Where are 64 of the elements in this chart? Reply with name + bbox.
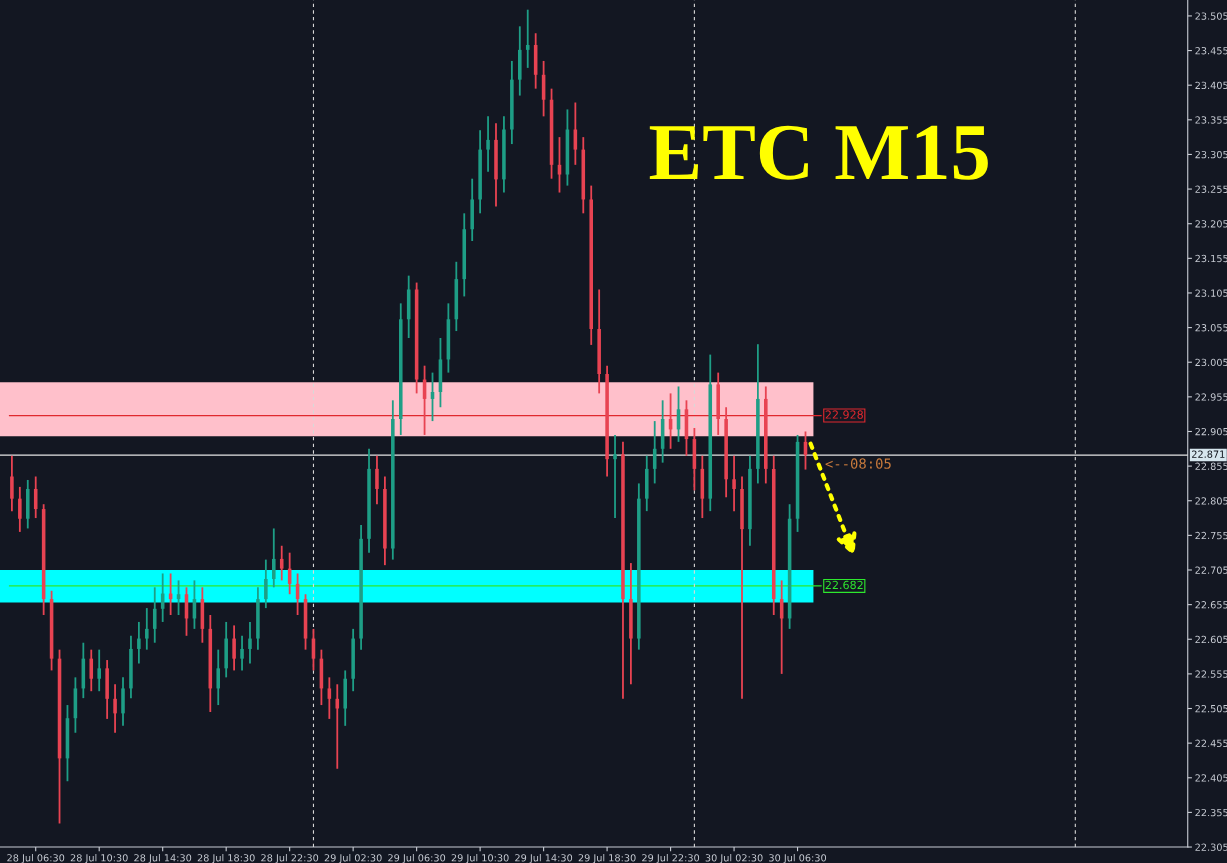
ref-line-label: 22.871 bbox=[1192, 450, 1225, 458]
candlestick bbox=[264, 558, 268, 609]
candlestick bbox=[113, 683, 117, 734]
candlestick bbox=[613, 434, 617, 519]
y-tick-label: 23.255 bbox=[1195, 185, 1227, 193]
y-tick-label: 22.455 bbox=[1195, 739, 1227, 747]
candlestick bbox=[152, 586, 157, 644]
y-tick-label: 22.955 bbox=[1195, 393, 1227, 401]
y-tick-label: 23.405 bbox=[1195, 81, 1227, 90]
x-tick-label: 29 Jul 18:30 bbox=[578, 853, 636, 863]
candlestick bbox=[232, 624, 236, 672]
candlestick bbox=[89, 648, 94, 693]
y-tick-label: 23.105 bbox=[1195, 289, 1227, 297]
x-tick-label: 28 Jul 06:30 bbox=[7, 853, 65, 863]
y-tick-label: 23.355 bbox=[1195, 116, 1227, 124]
candlestick bbox=[279, 544, 284, 582]
y-tick-label: 22.905 bbox=[1195, 427, 1227, 436]
y-tick-label: 22.305 bbox=[1195, 843, 1227, 851]
x-tick-label: 30 Jul 06:30 bbox=[769, 853, 827, 863]
y-tick-label: 22.805 bbox=[1195, 497, 1227, 505]
x-tick-label: 29 Jul 22:30 bbox=[642, 853, 700, 863]
y-tick-label: 23.055 bbox=[1195, 324, 1227, 332]
candlestick bbox=[97, 648, 101, 693]
candlestick bbox=[216, 648, 221, 706]
candlestick bbox=[486, 115, 490, 173]
y-tick-label: 23.205 bbox=[1195, 220, 1227, 228]
candlestick bbox=[145, 607, 149, 651]
x-tick-label: 28 Jul 10:30 bbox=[70, 853, 128, 863]
ref-line-label: 22.682 bbox=[825, 580, 863, 590]
ref-line-label: 22.928 bbox=[825, 410, 863, 419]
y-tick-label: 22.855 bbox=[1195, 462, 1227, 470]
candlestick bbox=[240, 634, 244, 672]
y-tick-label: 23.305 bbox=[1195, 150, 1227, 159]
candlestick bbox=[525, 8, 530, 69]
y-tick-label: 22.355 bbox=[1195, 808, 1227, 817]
x-tick-label: 29 Jul 10:30 bbox=[451, 853, 509, 863]
y-tick-label: 22.755 bbox=[1195, 531, 1227, 540]
x-tick-label: 28 Jul 14:30 bbox=[134, 853, 192, 863]
y-tick-label: 23.505 bbox=[1195, 12, 1227, 20]
y-tick-label: 23.155 bbox=[1195, 254, 1227, 263]
y-tick-label: 22.655 bbox=[1195, 601, 1227, 609]
y-tick-label: 22.505 bbox=[1195, 704, 1227, 713]
x-tick-label: 29 Jul 14:30 bbox=[515, 853, 573, 863]
x-tick-label: 28 Jul 22:30 bbox=[261, 853, 319, 863]
candlestick bbox=[335, 683, 340, 770]
y-tick-label: 22.705 bbox=[1195, 566, 1227, 574]
x-tick-label: 29 Jul 02:30 bbox=[324, 853, 382, 863]
x-tick-label: 29 Jul 06:30 bbox=[388, 853, 446, 863]
x-tick-label: 30 Jul 02:30 bbox=[705, 853, 763, 863]
candlestick bbox=[18, 485, 22, 533]
x-tick-label: 28 Jul 18:30 bbox=[197, 853, 255, 863]
text: ETC M15 bbox=[649, 125, 988, 180]
candlestick bbox=[375, 454, 379, 506]
y-tick-label: 22.555 bbox=[1195, 670, 1227, 678]
candlestick bbox=[732, 454, 736, 513]
y-tick-label: 22.605 bbox=[1195, 635, 1227, 644]
annotation: <--08:05 bbox=[825, 458, 891, 469]
y-tick-label: 22.405 bbox=[1195, 774, 1227, 782]
candlestick bbox=[10, 454, 14, 513]
candlestick bbox=[272, 527, 276, 589]
y-tick-label: 23.455 bbox=[1195, 47, 1227, 55]
candlestick bbox=[248, 621, 252, 665]
candlestick bbox=[137, 621, 141, 665]
y-tick-label: 23.005 bbox=[1195, 358, 1227, 367]
